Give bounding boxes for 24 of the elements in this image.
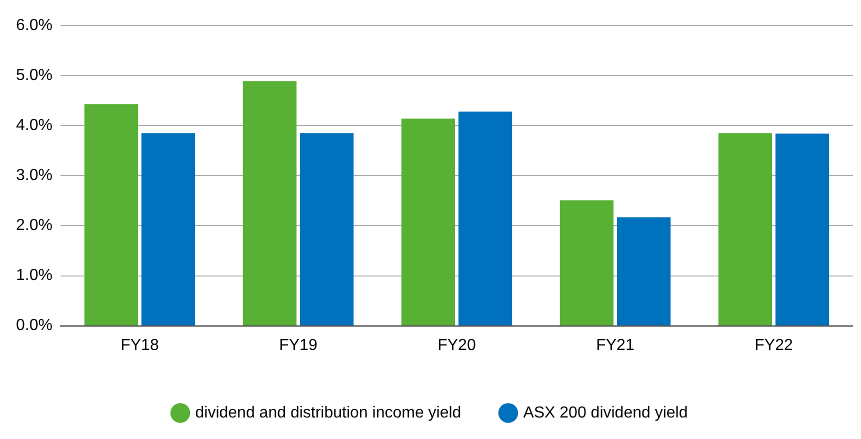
x-tick-label: FY20: [438, 336, 476, 354]
legend-label: dividend and distribution income yield: [195, 404, 462, 422]
bar: [458, 112, 512, 326]
y-tick-label: 1.0%: [16, 267, 52, 284]
bar: [141, 133, 196, 326]
y-tick-label: 2.0%: [16, 217, 52, 234]
legend-label: ASX 200 dividend yield: [523, 404, 688, 422]
y-tick-label: 6.0%: [16, 17, 52, 34]
bar: [300, 133, 354, 326]
bar: [401, 118, 456, 326]
bar: [775, 134, 830, 326]
y-tick-label: 5.0%: [16, 67, 52, 84]
x-tick-label: FY21: [596, 336, 634, 354]
x-tick-label: FY22: [754, 336, 793, 354]
bar: [84, 104, 138, 326]
bar: [242, 81, 297, 326]
y-tick-label: 4.0%: [16, 117, 52, 134]
x-tick-label: FY19: [279, 336, 318, 354]
bar: [718, 133, 772, 326]
bar: [560, 200, 614, 326]
y-tick-label: 3.0%: [16, 167, 52, 184]
y-tick-label: 0.0%: [16, 317, 52, 334]
x-tick-label: FY18: [120, 336, 159, 354]
bar: [616, 217, 671, 326]
